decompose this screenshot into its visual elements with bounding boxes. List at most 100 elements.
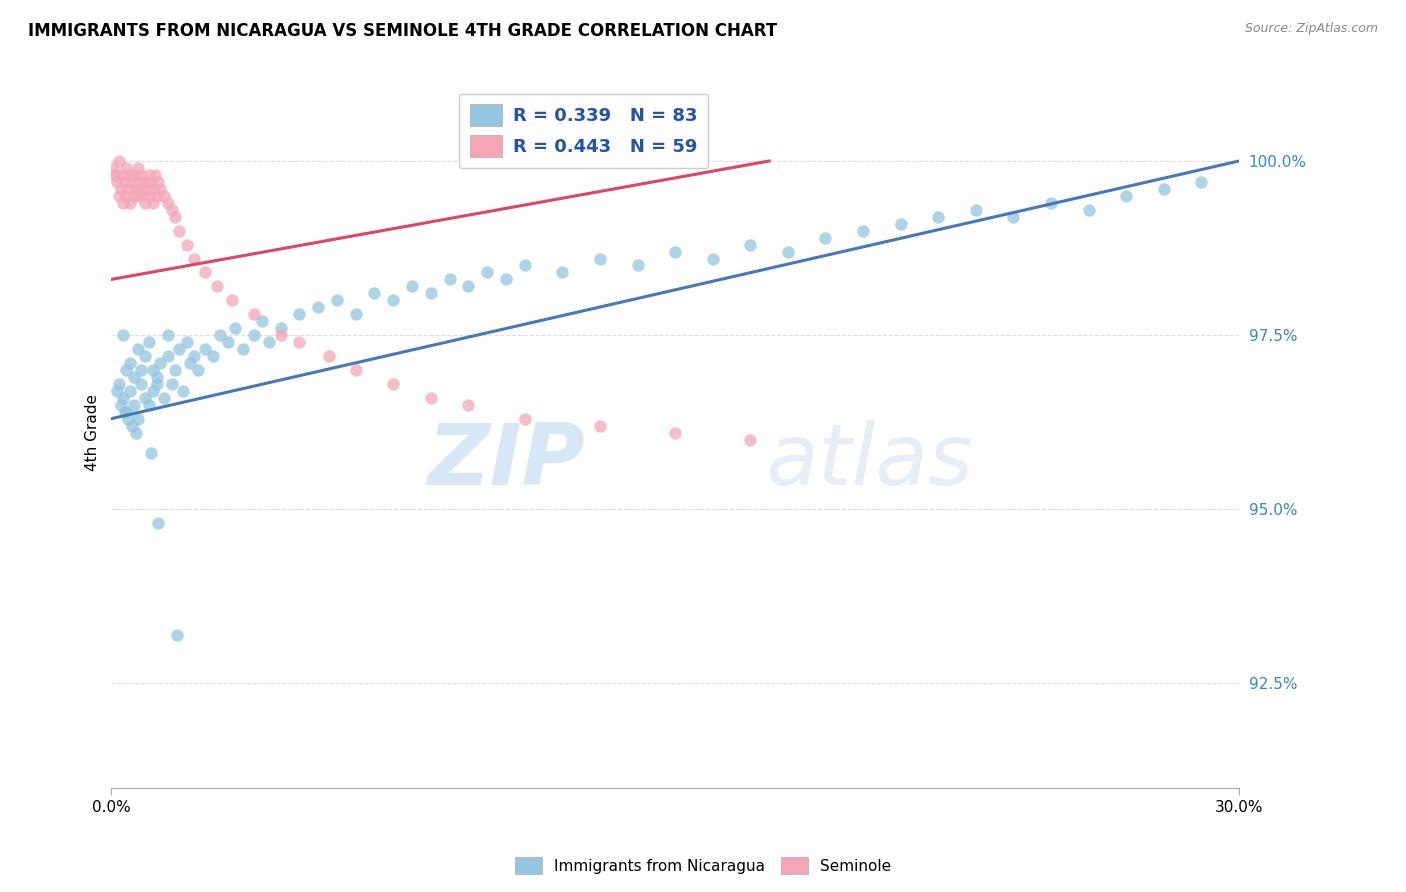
- Point: [224, 321, 246, 335]
- Point: [122, 370, 145, 384]
- Point: [344, 363, 367, 377]
- Point: [134, 391, 156, 405]
- Point: [139, 175, 162, 189]
- Point: [852, 224, 875, 238]
- Point: [513, 411, 536, 425]
- Point: [120, 195, 142, 210]
- Point: [111, 195, 134, 210]
- Point: [457, 398, 479, 412]
- Point: [127, 161, 149, 175]
- Point: [814, 230, 837, 244]
- Point: [1189, 175, 1212, 189]
- Point: [183, 349, 205, 363]
- Point: [122, 398, 145, 412]
- Point: [139, 446, 162, 460]
- Point: [131, 168, 153, 182]
- Point: [131, 376, 153, 391]
- Point: [108, 154, 131, 169]
- Point: [138, 168, 160, 182]
- Point: [104, 168, 127, 182]
- Point: [117, 411, 139, 425]
- Point: [250, 314, 273, 328]
- Point: [1153, 182, 1175, 196]
- Point: [156, 349, 179, 363]
- Point: [740, 237, 762, 252]
- Point: [105, 384, 128, 398]
- Point: [160, 376, 183, 391]
- Point: [156, 328, 179, 343]
- Point: [142, 182, 165, 196]
- Point: [131, 363, 153, 377]
- Point: [740, 433, 762, 447]
- Point: [110, 398, 132, 412]
- Point: [134, 175, 156, 189]
- Point: [176, 237, 198, 252]
- Point: [115, 405, 138, 419]
- Point: [138, 334, 160, 349]
- Point: [134, 195, 156, 210]
- Point: [122, 189, 145, 203]
- Point: [125, 425, 148, 440]
- Point: [363, 286, 385, 301]
- Point: [259, 334, 281, 349]
- Point: [179, 356, 201, 370]
- Point: [121, 418, 143, 433]
- Point: [138, 398, 160, 412]
- Point: [148, 516, 170, 530]
- Point: [121, 175, 143, 189]
- Point: [626, 259, 648, 273]
- Point: [143, 168, 166, 182]
- Point: [664, 425, 686, 440]
- Point: [702, 252, 724, 266]
- Text: atlas: atlas: [765, 419, 973, 502]
- Point: [120, 356, 142, 370]
- Point: [288, 307, 311, 321]
- Point: [165, 210, 187, 224]
- Point: [221, 293, 243, 308]
- Point: [419, 286, 441, 301]
- Point: [344, 307, 367, 321]
- Point: [167, 342, 190, 356]
- Point: [105, 175, 128, 189]
- Point: [148, 175, 170, 189]
- Point: [495, 272, 517, 286]
- Point: [111, 168, 134, 182]
- Point: [194, 265, 217, 279]
- Point: [110, 182, 132, 196]
- Point: [318, 349, 340, 363]
- Point: [513, 259, 536, 273]
- Point: [439, 272, 461, 286]
- Point: [149, 356, 172, 370]
- Text: IMMIGRANTS FROM NICARAGUA VS SEMINOLE 4TH GRADE CORRELATION CHART: IMMIGRANTS FROM NICARAGUA VS SEMINOLE 4T…: [28, 22, 778, 40]
- Point: [153, 189, 176, 203]
- Point: [401, 279, 423, 293]
- Point: [270, 328, 292, 343]
- Point: [477, 265, 499, 279]
- Point: [209, 328, 232, 343]
- Point: [145, 189, 167, 203]
- Point: [114, 175, 136, 189]
- Point: [131, 182, 153, 196]
- Point: [145, 370, 167, 384]
- Point: [176, 334, 198, 349]
- Point: [108, 189, 131, 203]
- Point: [201, 349, 224, 363]
- Point: [172, 384, 194, 398]
- Point: [142, 363, 165, 377]
- Point: [382, 293, 405, 308]
- Point: [103, 161, 125, 175]
- Point: [288, 334, 311, 349]
- Point: [589, 252, 612, 266]
- Point: [134, 349, 156, 363]
- Point: [153, 391, 176, 405]
- Point: [128, 175, 150, 189]
- Point: [326, 293, 349, 308]
- Point: [167, 224, 190, 238]
- Point: [111, 391, 134, 405]
- Point: [117, 182, 139, 196]
- Legend: Immigrants from Nicaragua, Seminole: Immigrants from Nicaragua, Seminole: [509, 851, 897, 880]
- Point: [120, 384, 142, 398]
- Point: [160, 202, 183, 217]
- Point: [149, 182, 172, 196]
- Point: [232, 342, 254, 356]
